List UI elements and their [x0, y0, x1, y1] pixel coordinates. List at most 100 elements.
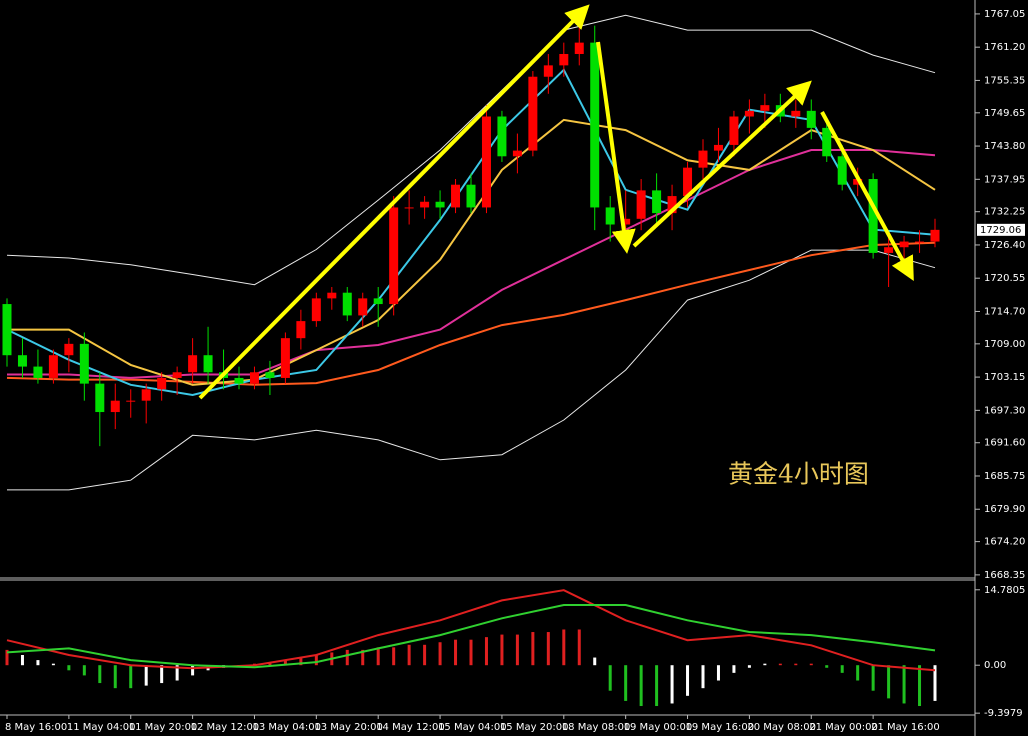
candle-body	[2, 304, 12, 356]
x-tick-label: 12 May 12:00	[191, 722, 260, 733]
candle-body	[188, 355, 198, 373]
macd-bar	[361, 649, 365, 666]
candle-body	[296, 321, 306, 339]
arrow	[632, 80, 812, 248]
candle-body	[95, 383, 105, 413]
candle-body	[744, 110, 754, 117]
candle-body	[543, 65, 553, 77]
candle-body	[79, 343, 89, 384]
candle-body	[327, 292, 337, 299]
candle-body	[760, 105, 770, 111]
candle-body	[110, 400, 120, 413]
annotation: 黄金4小时图	[728, 460, 869, 489]
x-tick-label: 14 May 12:00	[376, 722, 445, 733]
arrow	[198, 4, 590, 400]
candle-body	[698, 150, 708, 168]
macd-bar	[5, 649, 9, 666]
indicator-line	[7, 118, 936, 386]
candle-body	[884, 247, 894, 253]
candle-body	[559, 53, 569, 66]
last-price-box	[977, 223, 1025, 236]
macd-bar	[376, 647, 380, 666]
candle-body	[574, 42, 584, 54]
macd-bar	[655, 665, 659, 707]
indicator-line	[7, 249, 936, 491]
macd-bar	[392, 647, 396, 666]
macd-bar	[268, 662, 272, 666]
candle-body	[126, 400, 136, 402]
candle-body	[249, 372, 259, 384]
y-tick-label: 1709.00	[984, 339, 1025, 350]
macd-bar	[918, 665, 922, 707]
y-tick-label: 1691.60	[984, 438, 1025, 449]
macd-bar	[314, 655, 318, 666]
macd-bar	[933, 665, 937, 701]
macd-line	[6, 604, 936, 669]
macd-bar	[515, 634, 519, 666]
y-tick-label: 1755.35	[984, 75, 1025, 86]
y-tick-label: 1679.90	[984, 504, 1025, 515]
macd-bar	[562, 629, 566, 666]
candle-body	[48, 355, 58, 378]
candle-body	[358, 298, 368, 316]
x-tick-label: 15 May 04:00	[438, 722, 507, 733]
candle-body	[868, 179, 878, 253]
macd-bar	[299, 657, 303, 666]
candle-body	[373, 298, 383, 305]
macd-bar	[794, 663, 798, 666]
macd-bar	[51, 663, 55, 666]
candle-body	[791, 110, 801, 117]
candle-body	[590, 42, 600, 208]
macd-bar	[531, 632, 535, 666]
y-tick-label: 1703.15	[984, 372, 1025, 383]
macd-bar	[624, 665, 628, 701]
macd-bar	[423, 644, 427, 666]
arrow	[596, 41, 636, 254]
x-tick-label: 19 May 00:00	[624, 722, 693, 733]
candle-body	[652, 190, 662, 214]
y-tick-label: 1732.25	[984, 207, 1025, 218]
macd-bar	[732, 665, 736, 673]
candle-body	[605, 207, 615, 225]
candle-body	[404, 207, 414, 209]
macd-bar	[840, 665, 844, 673]
candle-body	[33, 366, 43, 378]
candle-body	[157, 377, 167, 390]
macd-bar	[825, 665, 829, 668]
macd-bar	[438, 642, 442, 666]
y-tick-label: -9.3979	[984, 708, 1023, 719]
indicator-line	[6, 14, 936, 286]
macd-bar	[113, 665, 117, 689]
x-tick-label: 13 May 20:00	[314, 722, 383, 733]
macd-bar	[67, 665, 71, 671]
y-tick-label: 1685.75	[984, 471, 1025, 482]
macd-bar	[608, 665, 612, 691]
candle-body	[234, 377, 244, 384]
y-tick-label: 1714.70	[984, 306, 1025, 317]
x-tick-label: 21 May 16:00	[871, 722, 940, 733]
x-tick-label: 11 May 20:00	[129, 722, 198, 733]
candle-body	[17, 355, 27, 367]
macd-bar	[129, 665, 133, 689]
candle-body	[389, 207, 399, 305]
macd-bar	[686, 665, 690, 696]
candle-body	[280, 338, 290, 378]
x-tick-label: 18 May 08:00	[562, 722, 631, 733]
macd-bar	[469, 639, 473, 666]
y-tick-label: 1720.55	[984, 273, 1025, 284]
candle-body	[713, 144, 723, 151]
candle-body	[621, 218, 631, 225]
candle-body	[683, 167, 693, 197]
candle-body	[141, 389, 151, 401]
macd-bar	[283, 660, 287, 666]
macd-bar	[36, 660, 40, 666]
x-tick-label: 21 May 00:00	[809, 722, 878, 733]
y-tick-label: 1674.20	[984, 537, 1025, 548]
y-tick-label: 1726.40	[984, 240, 1025, 251]
macd-bar	[809, 663, 813, 666]
trend-arrows	[198, 4, 914, 400]
macd-bar	[887, 665, 891, 699]
candle-body	[512, 150, 522, 157]
